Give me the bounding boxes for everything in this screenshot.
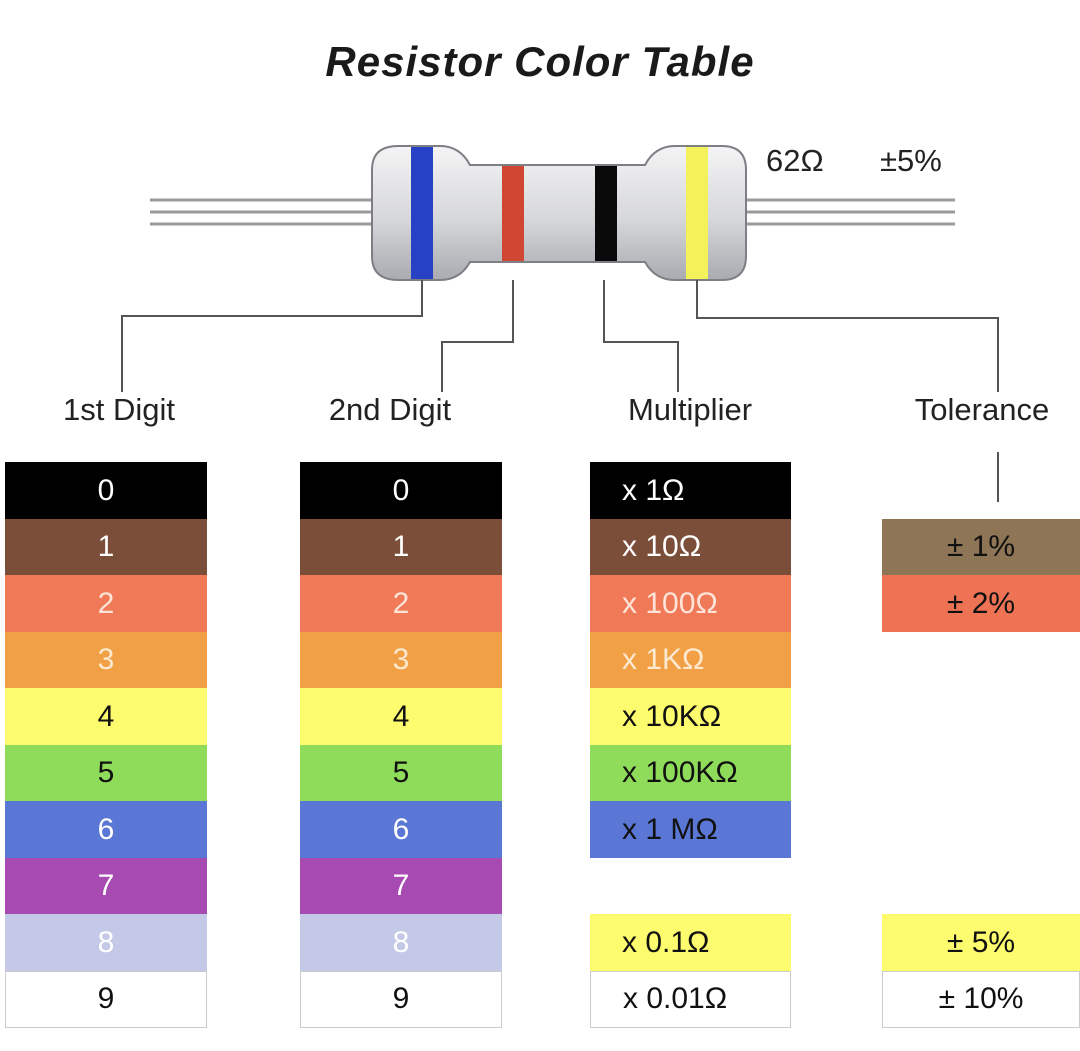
multiplier-cell: x 0.01Ω <box>590 970 791 1028</box>
first-digit-cell-0: 0 <box>5 462 207 519</box>
leader-line-multiplier <box>603 280 679 392</box>
header-2nd-digit: 2nd Digit <box>328 392 452 427</box>
second-digit-cell-5: 5 <box>300 744 502 802</box>
leader-line-1st-digit <box>121 280 423 392</box>
first-digit-cell-9: 9 <box>5 970 207 1028</box>
first-digit-cell-6: 6 <box>5 801 207 858</box>
band-1-blue <box>411 147 433 279</box>
header-multiplier: Multiplier <box>627 392 753 427</box>
second-digit-cell-2: 2 <box>300 575 502 632</box>
second-digit-cell-1: 1 <box>300 518 502 576</box>
multiplier-cell: x 1 MΩ <box>590 801 791 858</box>
second-digit-cell-3: 3 <box>300 631 502 689</box>
first-digit-cell-2: 2 <box>5 575 207 632</box>
tolerance-cell: ± 5% <box>882 914 1080 971</box>
multiplier-cell: x 100KΩ <box>590 744 791 802</box>
leader-line-2nd-digit <box>441 280 514 392</box>
tolerance-cell: ± 10% <box>882 970 1080 1028</box>
first-digit-cell-4: 4 <box>5 688 207 745</box>
band-2-red <box>502 166 524 261</box>
first-digit-cell-1: 1 <box>5 518 207 576</box>
second-digit-cell-7: 7 <box>300 857 502 915</box>
band-4-yellow <box>686 147 708 279</box>
header-1st-digit: 1st Digit <box>63 392 175 427</box>
first-digit-cell-7: 7 <box>5 857 207 915</box>
multiplier-cell: x 1Ω <box>590 462 791 519</box>
leader-line-tolerance <box>696 280 999 392</box>
band-3-black <box>595 166 617 261</box>
second-digit-cell-4: 4 <box>300 688 502 745</box>
second-digit-cell-8: 8 <box>300 914 502 971</box>
resistor-diagram <box>121 145 999 502</box>
header-tolerance: Tolerance <box>914 392 1050 427</box>
second-digit-cell-9: 9 <box>300 970 502 1028</box>
first-digit-cell-3: 3 <box>5 631 207 689</box>
first-digit-cell-8: 8 <box>5 914 207 971</box>
multiplier-cell: x 100Ω <box>590 575 791 632</box>
multiplier-cell: x 1KΩ <box>590 631 791 689</box>
tolerance-cell: ± 2% <box>882 575 1080 632</box>
multiplier-cell: x 10Ω <box>590 518 791 576</box>
second-digit-cell-0: 0 <box>300 462 502 519</box>
multiplier-cell: x 10KΩ <box>590 688 791 745</box>
right-lead <box>735 198 955 226</box>
left-lead <box>150 198 378 226</box>
tolerance-value: ±5% <box>880 143 942 178</box>
first-digit-cell-5: 5 <box>5 744 207 802</box>
second-digit-cell-6: 6 <box>300 801 502 858</box>
tolerance-cell: ± 1% <box>882 518 1080 576</box>
page-title: Resistor Color Table <box>325 38 755 85</box>
multiplier-cell: x 0.1Ω <box>590 914 791 971</box>
resistor-body <box>371 145 747 281</box>
resistance-value: 62Ω <box>766 143 824 178</box>
